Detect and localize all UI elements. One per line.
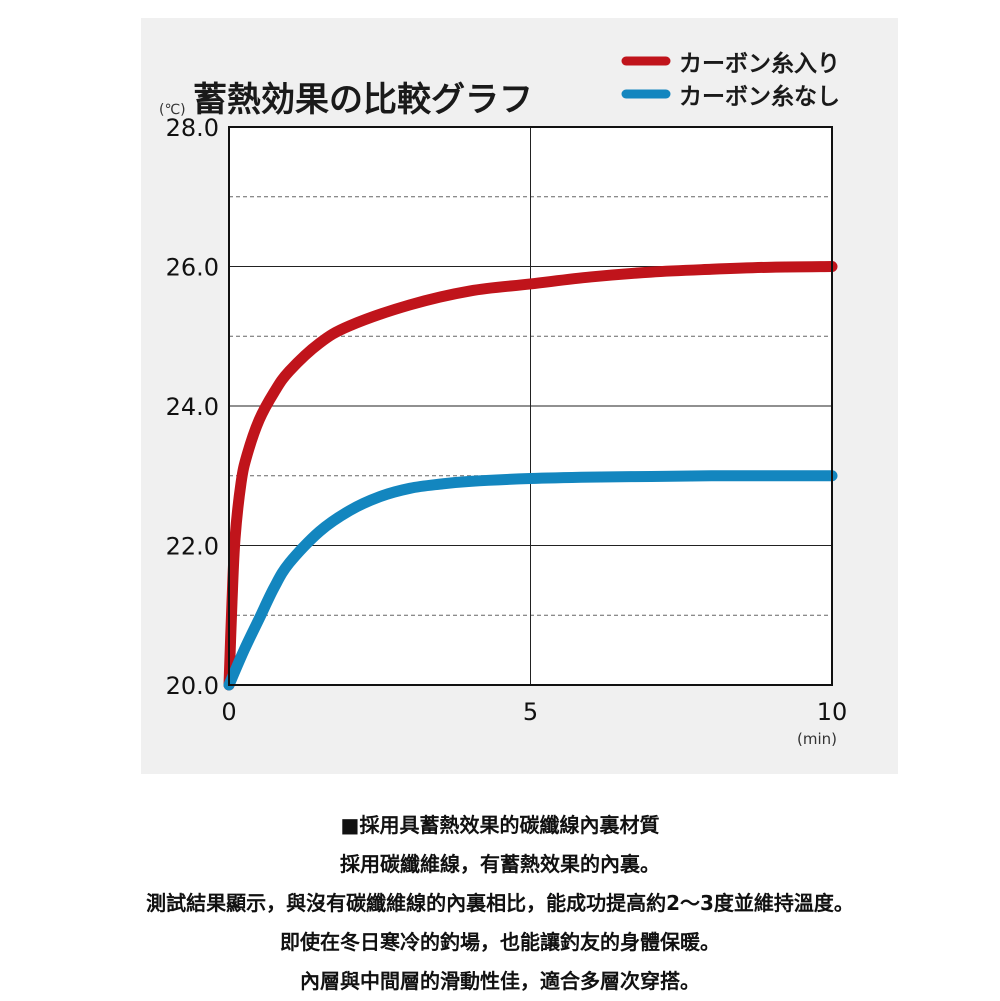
x-tick-label: 5 [523, 698, 538, 726]
caption-line: 測試結果顯示，與沒有碳纖維線的內裏相比，能成功提高約2～3度並維持溫度。 [146, 891, 854, 915]
legend: カーボン糸入り カーボン糸なし [621, 51, 840, 110]
series-line-0 [223, 261, 838, 691]
chart-svg: 蓄熱効果の比較グラフ カーボン糸入り カーボン糸なし (℃) (min) 20.… [159, 51, 848, 748]
tick-labels: 20.0 22.0 24.0 26.0 28.0 0 5 10 [166, 114, 848, 726]
chart-title: 蓄熱効果の比較グラフ [193, 80, 533, 120]
caption: ■採用具蓄熱效果的碳纖線內裏材質 採用碳纖維線，有蓄熱效果的內裏。 測試結果顯示… [0, 806, 1000, 1001]
caption-heading: ■採用具蓄熱效果的碳纖線內裏材質 [340, 813, 660, 837]
y-tick-label: 24.0 [166, 393, 219, 421]
series-line-1 [223, 470, 838, 691]
y-tick-label: 26.0 [166, 254, 219, 282]
y-tick-label: 20.0 [166, 672, 219, 700]
chart-panel: 蓄熱効果の比較グラフ カーボン糸入り カーボン糸なし (℃) (min) 20.… [141, 18, 898, 774]
series-group [223, 261, 838, 691]
y-tick-label: 28.0 [166, 114, 219, 142]
x-tick-label: 10 [817, 698, 848, 726]
x-tick-label: 0 [221, 698, 236, 726]
plot-frame [228, 126, 833, 686]
x-unit-label: (min) [797, 730, 837, 748]
caption-line: 內層與中間層的滑動性佳，適合多層次穿搭。 [300, 969, 700, 993]
y-unit-label: (℃) [159, 102, 186, 118]
legend-label-no-carbon: カーボン糸なし [679, 84, 840, 110]
y-tick-label: 22.0 [166, 533, 219, 561]
legend-label-carbon: カーボン糸入り [679, 51, 840, 77]
caption-line: 即使在冬日寒冷的釣場，也能讓釣友的身體保暖。 [280, 930, 720, 954]
caption-line: 採用碳纖維線，有蓄熱效果的內裏。 [340, 852, 660, 876]
